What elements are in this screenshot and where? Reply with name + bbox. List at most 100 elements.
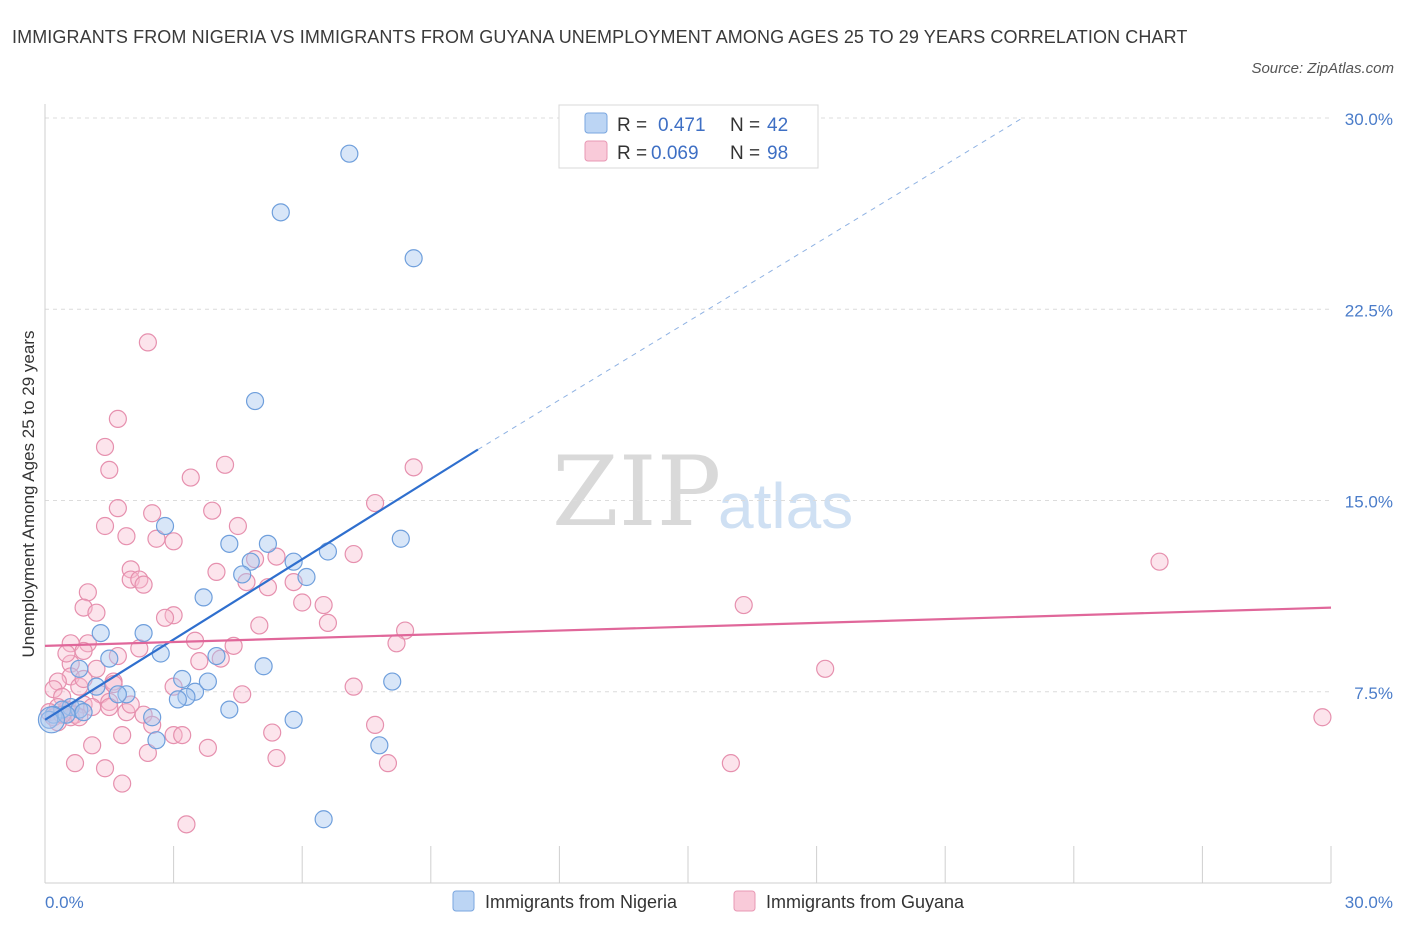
guyana-point: [78, 583, 97, 602]
legend-swatch-nigeria: [584, 112, 608, 134]
legend-n-value-nigeria: 42: [767, 115, 788, 136]
axes: [44, 104, 1332, 884]
guyana-point: [181, 468, 200, 487]
guyana-point: [164, 532, 183, 551]
nigeria-point: [340, 144, 359, 163]
nigeria-point: [185, 682, 205, 701]
nigeria-point: [391, 529, 410, 548]
guyana-point: [95, 437, 115, 457]
nigeria-point: [370, 736, 389, 755]
series-swatch-guyana: [733, 890, 756, 912]
guyana-point: [100, 460, 119, 479]
nigeria-point: [383, 672, 402, 691]
nigeria-point: [74, 703, 93, 722]
watermark-atlas: atlas: [718, 470, 853, 542]
nigeria-point: [314, 810, 333, 829]
nigeria-point: [70, 659, 89, 678]
y-tick-label: 7.5%: [1354, 684, 1393, 703]
guyana-point: [121, 695, 140, 714]
guyana-point: [378, 754, 398, 773]
nigeria-point: [155, 516, 175, 536]
nigeria-point: [108, 685, 127, 704]
nigeria-point: [173, 669, 192, 689]
legend-n-value-guyana: 98: [767, 143, 788, 164]
guyana-point: [293, 593, 312, 612]
series-swatch-nigeria: [452, 890, 475, 912]
series-label-guyana: Immigrants from Guyana: [766, 892, 965, 912]
guyana-point: [138, 333, 157, 352]
legend-n-label: N =: [730, 143, 760, 164]
guyana-point: [404, 458, 423, 477]
nigeria-point: [271, 203, 290, 222]
nigeria-point: [284, 710, 303, 729]
nigeria-point: [254, 657, 273, 676]
series-label-nigeria: Immigrants from Nigeria: [485, 892, 678, 912]
source-credit: Source: ZipAtlas.com: [1251, 60, 1394, 77]
guyana-point: [816, 659, 835, 678]
nigeria-point: [318, 542, 338, 561]
y-tick-label: 22.5%: [1345, 301, 1393, 320]
guyana-point: [95, 516, 115, 536]
nigeria-point: [147, 731, 166, 750]
y-axis-label: Unemployment Among Ages 25 to 29 years: [19, 331, 38, 658]
chart-title: IMMIGRANTS FROM NIGERIA VS IMMIGRANTS FR…: [12, 27, 1188, 47]
guyana-point: [387, 634, 406, 653]
nigeria-point: [297, 567, 316, 587]
guyana-point: [365, 493, 385, 513]
guyana-point: [207, 562, 226, 582]
guyana-point: [250, 616, 269, 635]
nigeria-point: [233, 565, 252, 584]
guyana-point: [721, 754, 740, 773]
guyana-point: [190, 652, 209, 671]
guyana-point: [65, 754, 85, 773]
nigeria-trend-extension: [477, 117, 1023, 450]
guyana-point: [117, 527, 136, 546]
guyana-point: [108, 499, 127, 518]
nigeria-point: [198, 672, 217, 691]
guyana-point: [263, 723, 282, 742]
nigeria-point: [241, 552, 260, 571]
guyana-point: [108, 409, 127, 428]
guyana-point: [203, 501, 222, 520]
guyana-point: [344, 544, 363, 564]
guyana-point: [173, 725, 192, 745]
guyana-point: [134, 575, 153, 594]
legend-swatch-guyana: [584, 140, 608, 162]
tick-labels: 7.5% 15.0% 22.5% 30.0% 0.0% 30.0%: [45, 110, 1393, 912]
y-tick-label: 30.0%: [1345, 110, 1393, 129]
nigeria-trend-line: [44, 448, 479, 721]
guyana-point: [57, 644, 76, 663]
guyana-point: [344, 677, 363, 696]
guyana-point: [87, 603, 106, 622]
nigeria-point: [168, 690, 187, 709]
guyana-point: [314, 595, 333, 615]
legend-n-label: N =: [730, 115, 760, 136]
guyana-point: [113, 774, 132, 793]
guyana-point: [198, 738, 217, 757]
guyana-point: [138, 743, 157, 763]
guyana-point: [83, 736, 102, 755]
y-tick-label: 15.0%: [1345, 493, 1393, 512]
guyana-point: [215, 455, 235, 474]
legend-r-label: R =: [617, 143, 647, 164]
x-tick-label: 30.0%: [1345, 893, 1393, 912]
nigeria-point: [220, 700, 239, 719]
nigeria-point: [100, 649, 119, 668]
nigeria-point: [194, 588, 213, 607]
legend-r-value-guyana: 0.069: [651, 143, 699, 164]
legend-r-label: R =: [617, 115, 647, 136]
nigeria-point: [245, 391, 265, 411]
nigeria-point: [207, 646, 226, 666]
series-legend: Immigrants from Nigeria Immigrants from …: [452, 890, 965, 912]
watermark-zip: ZIP: [552, 436, 721, 548]
nigeria-point: [143, 708, 162, 727]
trend-lines: [44, 117, 1332, 721]
guyana-point: [734, 595, 753, 615]
guyana-point: [1313, 708, 1332, 727]
correlation-legend: R = 0.471 N = 42 R = 0.069 N = 98: [558, 104, 819, 169]
guyana-point: [1150, 552, 1169, 571]
x-tick-label: 0.0%: [45, 893, 84, 912]
scatter-points: [37, 144, 1332, 834]
guyana-point: [155, 608, 175, 627]
